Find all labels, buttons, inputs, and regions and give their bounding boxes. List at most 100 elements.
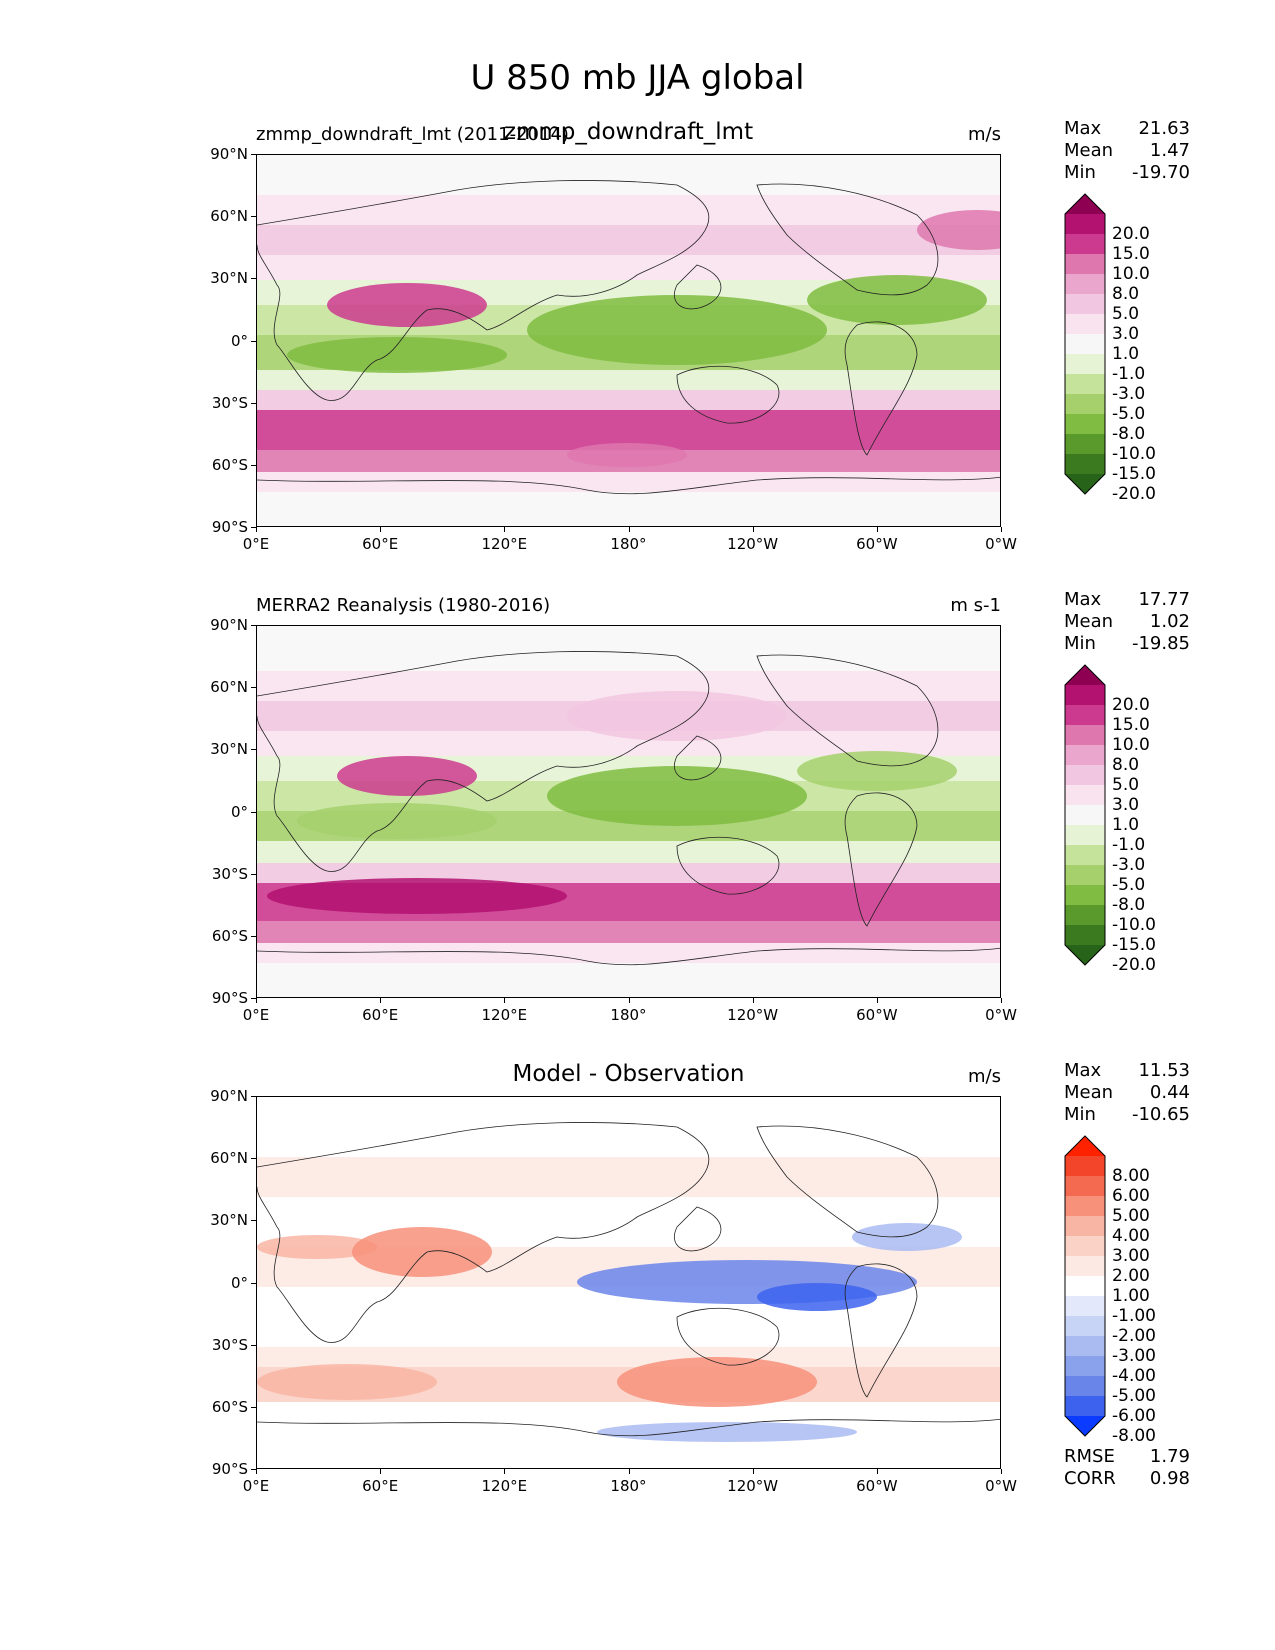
- colorbar-tick-label: -3.0: [1112, 855, 1146, 875]
- colorbar-swatch: [1065, 1236, 1105, 1257]
- colorbar-tick-label: -20.0: [1112, 955, 1156, 975]
- colorbar-swatch: [1065, 1156, 1105, 1177]
- lon-tick-label: 120°E: [481, 1006, 528, 1024]
- lon-tick-mark: [1001, 1469, 1002, 1474]
- field-anomaly: [327, 283, 487, 327]
- lat-tick-mark: [251, 216, 256, 218]
- colorbar-tick-label: -8.00: [1112, 1426, 1156, 1446]
- lat-tick-label: 30°S: [211, 393, 248, 412]
- field-band: [257, 921, 1000, 943]
- field-band: [257, 863, 1000, 883]
- colorbar-tick-label: -5.0: [1112, 875, 1146, 895]
- lat-tick-label: 0°: [230, 802, 248, 821]
- panel2-units: m s-1: [950, 595, 1001, 616]
- colorbar-tick-label: 8.0: [1112, 284, 1140, 304]
- colorbar-outline: [1064, 664, 1106, 966]
- coastline: [756, 654, 939, 767]
- lon-tick-mark: [380, 998, 382, 1003]
- colorbar-swatch: [1065, 885, 1105, 906]
- lon-tick-label: 180°: [610, 535, 647, 553]
- panel1-left-title: zmmp_downdraft_lmt (2011-2014): [256, 124, 569, 145]
- colorbar-tick-label: 3.0: [1112, 795, 1140, 815]
- colorbar-swatch: [1065, 745, 1105, 766]
- colorbar-swatch: [1065, 1216, 1105, 1237]
- field-anomaly: [757, 1283, 877, 1311]
- colorbar-swatch: [1065, 1356, 1105, 1377]
- colorbar-tick-label: 8.00: [1112, 1166, 1150, 1186]
- colorbar-tick-label: 20.0: [1112, 224, 1150, 244]
- panel3-corr-value: 0.98: [1149, 1468, 1190, 1489]
- panel1-min-label: Min: [1064, 162, 1096, 183]
- lat-tick-label: 30°S: [211, 1335, 248, 1354]
- figure-title: U 850 mb JJA global: [470, 58, 805, 98]
- lat-tick-label: 60°S: [211, 455, 248, 474]
- colorbar-swatch: [1065, 434, 1105, 455]
- lon-tick-label: 0°E: [242, 535, 270, 553]
- colorbar-outline: [1064, 1135, 1106, 1437]
- coastline: [756, 183, 939, 296]
- field-anomaly: [597, 1422, 857, 1442]
- colorbar-tick-label: 20.0: [1112, 695, 1150, 715]
- panel1-max-label: Max: [1064, 118, 1102, 139]
- lon-tick-mark: [752, 527, 754, 532]
- colorbar-swatch: [1065, 925, 1105, 946]
- field-band: [257, 472, 1000, 492]
- panel3-mean-value: 0.44: [1149, 1082, 1190, 1103]
- coastline: [257, 947, 1000, 966]
- lat-tick-mark: [251, 1469, 256, 1470]
- panel3-rmse-label: RMSE: [1064, 1446, 1115, 1467]
- colorbar-swatch: [1065, 785, 1105, 806]
- colorbar-tick-label: -1.0: [1112, 364, 1146, 384]
- colorbar-extend-max: [1065, 665, 1105, 685]
- lon-tick-mark: [380, 1469, 382, 1474]
- field-band: [257, 492, 1000, 526]
- lon-tick-label: 0°E: [242, 1006, 270, 1024]
- lat-tick-label: 0°: [230, 1273, 248, 1292]
- panel2-min-value: -19.85: [1131, 633, 1190, 654]
- lat-tick-mark: [251, 527, 256, 528]
- lat-tick-label: 30°S: [211, 864, 248, 883]
- lon-tick-label: 0°E: [242, 1477, 270, 1495]
- colorbar-extend-max: [1065, 194, 1105, 214]
- colorbar-swatch: [1065, 845, 1105, 866]
- panel1-max-value: 21.63: [1138, 118, 1190, 139]
- colorbar-tick-label: -3.0: [1112, 384, 1146, 404]
- colorbar-swatch: [1065, 1176, 1105, 1197]
- field-anomaly: [257, 1235, 377, 1259]
- colorbar-swatch: [1065, 905, 1105, 926]
- colorbar-swatch: [1065, 354, 1105, 375]
- coastline: [257, 476, 1000, 495]
- lon-tick-mark: [1001, 527, 1002, 532]
- field-band: [257, 155, 1000, 195]
- panel1-mean-label: Mean: [1064, 140, 1114, 161]
- colorbar-tick-label: -20.0: [1112, 484, 1156, 504]
- lon-tick-label: 60°E: [362, 1006, 399, 1024]
- panel3-max-value: 11.53: [1138, 1060, 1190, 1081]
- lat-tick-mark: [251, 1096, 256, 1097]
- lat-tick-label: 60°N: [210, 678, 248, 697]
- colorbar-swatch: [1065, 454, 1105, 475]
- field-anomaly: [527, 295, 827, 365]
- coastline: [674, 735, 722, 781]
- colorbar-tick-label: 5.0: [1112, 304, 1140, 324]
- colorbar-tick-label: -1.0: [1112, 835, 1146, 855]
- field-anomaly: [567, 443, 687, 467]
- coastline: [844, 321, 918, 456]
- coastline: [676, 365, 780, 424]
- lon-tick-mark: [628, 1469, 630, 1474]
- field-band: [257, 626, 1000, 671]
- field-band: [257, 1097, 1000, 1157]
- field-anomaly: [807, 275, 987, 325]
- panel3-units: m/s: [968, 1066, 1001, 1087]
- lat-tick-label: 90°N: [210, 616, 248, 634]
- lat-tick-mark: [251, 1220, 256, 1222]
- field-anomaly: [567, 691, 787, 741]
- colorbar-tick-label: 10.0: [1112, 735, 1150, 755]
- colorbar-swatch: [1065, 705, 1105, 726]
- colorbar-swatch: [1065, 214, 1105, 235]
- panel2-mean-label: Mean: [1064, 611, 1114, 632]
- colorbar-swatch: [1065, 865, 1105, 886]
- lat-tick-label: 90°S: [211, 989, 248, 1007]
- colorbar-swatch: [1065, 394, 1105, 415]
- colorbar-swatch: [1065, 294, 1105, 315]
